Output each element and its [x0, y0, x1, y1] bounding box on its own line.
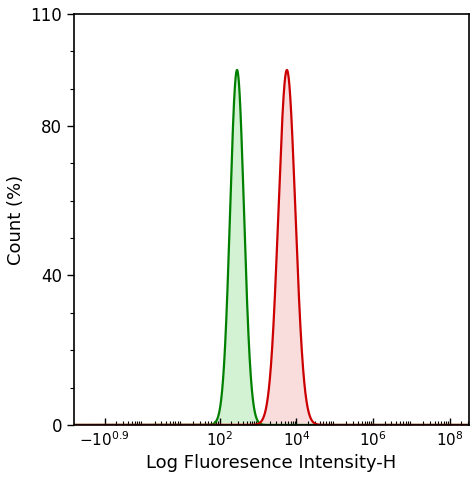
Y-axis label: Count (%): Count (%) — [7, 174, 25, 264]
X-axis label: Log Fluoresence Intensity-H: Log Fluoresence Intensity-H — [147, 454, 397, 472]
